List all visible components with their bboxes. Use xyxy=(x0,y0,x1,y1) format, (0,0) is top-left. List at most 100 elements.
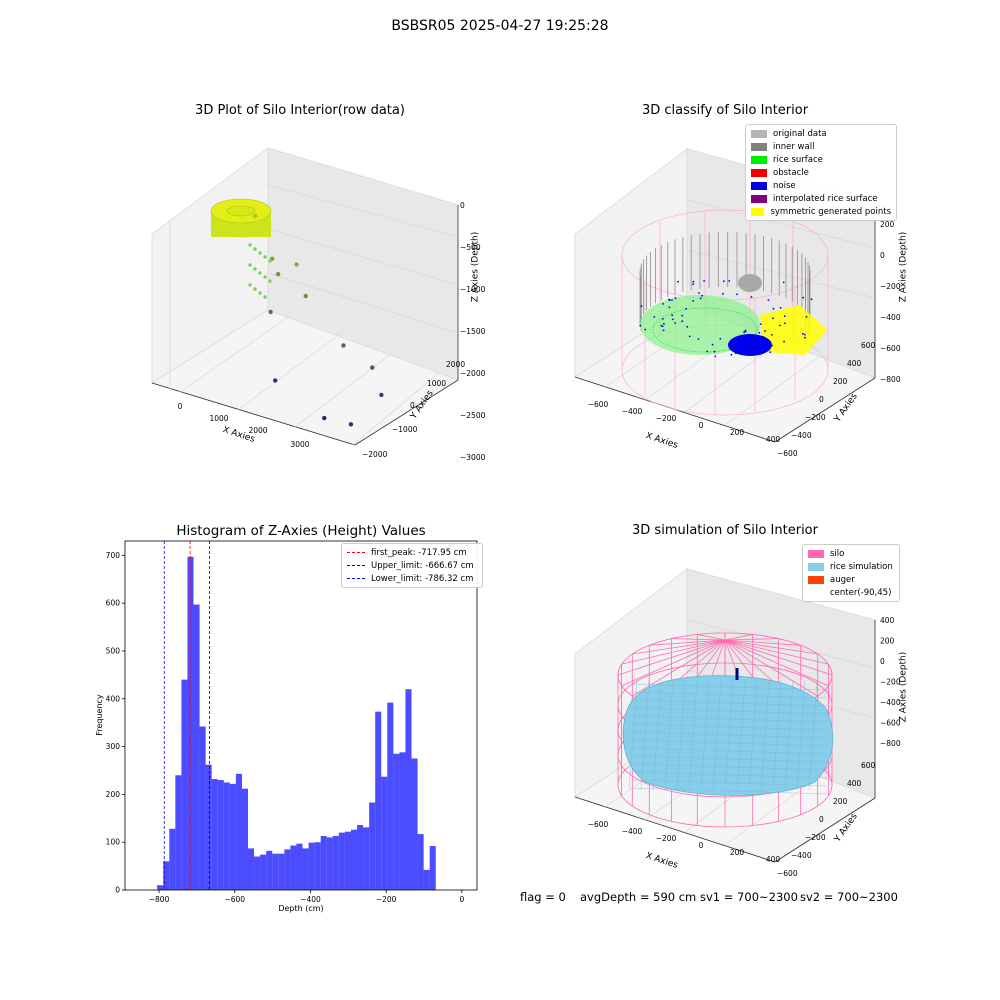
z-tick-label: −800 xyxy=(880,375,901,384)
panel4-title: 3D simulation of Silo Interior xyxy=(632,523,818,538)
panel2-legend: original data inner wall rice surface obsta… xyxy=(745,124,897,221)
noise-point xyxy=(671,299,673,301)
z-tick-label: 0 xyxy=(880,251,885,260)
histogram-bar xyxy=(217,780,224,890)
panel2-legend-label: noise xyxy=(773,180,796,191)
silo-wire xyxy=(724,634,753,641)
panel4-legend-entry: auger xyxy=(808,573,894,586)
x-tick-label: 0 xyxy=(699,841,704,850)
panel2-legend-swatch xyxy=(751,194,767,203)
rice-mesh-line xyxy=(628,679,638,791)
noise-point xyxy=(674,297,677,300)
y-tick-label: 400 xyxy=(106,694,121,703)
noise-point xyxy=(779,306,782,309)
panel4-3d-simulation: −600 −400 −200 0 200 400 −600 −400 −200 0 200 400 60… xyxy=(573,567,901,878)
sv1-text: sv1 = 700~2300 xyxy=(700,890,798,904)
z-tick-label: −2000 xyxy=(460,369,486,378)
y-tick-label: 400 xyxy=(847,359,862,368)
x-tick-label: −600 xyxy=(588,400,609,409)
panel3-ylabel: Frequency xyxy=(95,694,104,736)
noise-point xyxy=(750,296,753,298)
noise-point xyxy=(783,315,786,318)
noise-point xyxy=(737,341,740,343)
panel4-legend-label: auger xyxy=(830,574,855,585)
rice-mesh-line xyxy=(630,763,828,771)
histogram-bar xyxy=(205,764,212,890)
panel2-legend-label: original data xyxy=(773,128,827,139)
noise-point xyxy=(671,314,673,317)
rice-mesh-line xyxy=(652,679,662,791)
noise-point xyxy=(701,294,703,297)
panel2-legend-label: interpolated rice surface xyxy=(773,193,878,204)
rice-mesh-line xyxy=(808,679,818,791)
rice-mesh-line xyxy=(676,679,686,791)
scatter-point xyxy=(268,259,272,263)
scatter-point xyxy=(258,271,262,275)
panel3-legend-line xyxy=(347,565,365,566)
silo-wire xyxy=(632,639,726,697)
x-tick-label: 0 xyxy=(459,895,464,904)
noise-point xyxy=(769,351,772,354)
x-tick-label: −200 xyxy=(376,895,397,904)
noise-point xyxy=(770,334,773,336)
panel2-legend-swatch xyxy=(751,155,767,164)
scatter-point xyxy=(263,295,267,299)
rice-mesh-line xyxy=(630,683,828,691)
noise-point xyxy=(736,293,738,296)
y-tick-label: −2000 xyxy=(362,450,388,459)
panel3-xlabel: Depth (cm) xyxy=(278,904,323,913)
panel2-legend-swatch xyxy=(751,207,765,216)
panel3-legend-entry: Upper_limit: -666.67 cm xyxy=(347,559,477,572)
panel1-title: 3D Plot of Silo Interior(row data) xyxy=(195,103,405,118)
rice-mesh-line xyxy=(724,679,734,791)
rice-mesh-line xyxy=(630,779,828,787)
panel4-legend-swatch xyxy=(808,562,824,571)
panel2-legend-label: obstacle xyxy=(773,167,809,178)
histogram-bar xyxy=(284,849,291,890)
y-tick-label: −400 xyxy=(791,851,812,860)
panel2-legend-swatch xyxy=(751,168,767,177)
histogram-bar xyxy=(278,853,285,890)
panel1-zlabel: Z Axies (Depth) xyxy=(470,231,481,303)
panel4-legend-entry: center(-90,45) xyxy=(808,586,894,599)
silo-wire xyxy=(671,638,726,641)
noise-point xyxy=(688,335,691,338)
x-tick-label: −200 xyxy=(656,414,677,423)
panel3-histogram: −800 −600 −400 −200 00100200300400500600700 … xyxy=(95,540,478,913)
rice-mesh-line xyxy=(630,787,828,795)
rice-mesh-line xyxy=(630,691,828,699)
rice-mesh-line xyxy=(630,723,828,731)
scatter-point xyxy=(253,247,257,251)
panel3-legend-entry: Lower_limit: -786.32 cm xyxy=(347,572,477,585)
panel4-legend-label: silo xyxy=(830,548,845,559)
noise-point xyxy=(681,320,684,323)
scatter-point xyxy=(258,291,262,295)
panel3-legend: first_peak: -717.95 cm Upper_limit: -666.… xyxy=(341,543,483,588)
panel3-legend-label: Upper_limit: -666.67 cm xyxy=(371,560,474,571)
histogram-bar xyxy=(223,782,230,890)
noise-point xyxy=(767,299,770,301)
panel2-legend-entry: original data xyxy=(751,127,891,140)
scatter-point xyxy=(253,267,257,271)
x-tick-label: 0 xyxy=(178,402,183,411)
panel2-legend-label: rice surface xyxy=(773,154,823,165)
histogram-bar xyxy=(290,845,297,890)
silo-wire xyxy=(724,639,829,687)
y-tick-label: 2000 xyxy=(446,360,465,369)
panel3-legend-label: Lower_limit: -786.32 cm xyxy=(371,573,474,584)
rice-mesh-line xyxy=(630,755,828,763)
histogram-bar xyxy=(302,848,309,890)
y-tick-label: 500 xyxy=(106,646,121,655)
histogram-bar xyxy=(308,842,315,890)
x-tick-label: −400 xyxy=(622,827,643,836)
rice-mesh-line xyxy=(772,679,782,791)
rice-mesh-line xyxy=(700,679,710,791)
histogram-bar xyxy=(169,828,176,890)
y-tick-label: −1000 xyxy=(392,425,418,434)
histogram-bar xyxy=(338,832,345,890)
panel2-zlabel: Z Axies (Depth) xyxy=(898,231,909,303)
histogram-bar xyxy=(375,711,382,890)
x-tick-label: 3000 xyxy=(290,440,309,449)
noise-point xyxy=(804,336,806,339)
silo-wire xyxy=(697,634,726,641)
